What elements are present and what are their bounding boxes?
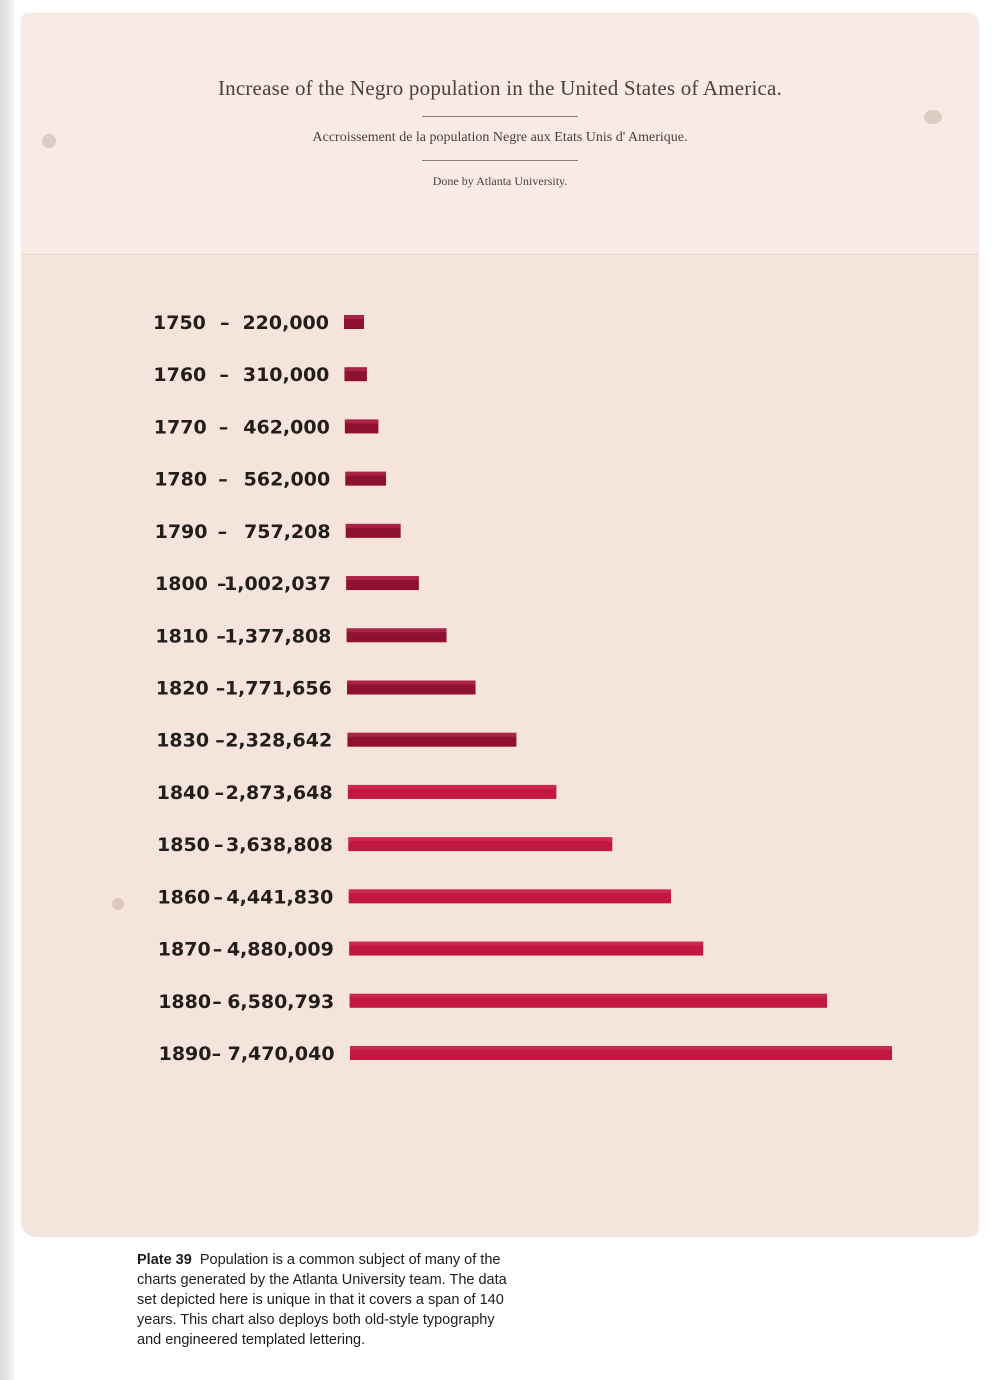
chart-subtitle: Accroissement de la population Negre aux… (312, 130, 688, 145)
title-rule (422, 116, 578, 117)
paper-stain (924, 110, 942, 124)
page-gutter-shadow (0, 0, 14, 1380)
subtitle-rule (422, 160, 578, 161)
chart-sheet: Increase of the Negro population in the … (22, 14, 978, 1236)
chart-title: Increase of the Negro population in the … (217, 76, 783, 100)
paper-stain (42, 134, 56, 148)
paper-stain (112, 898, 124, 910)
caption-text: Population is a common subject of many o… (137, 1252, 507, 1348)
sheet-header (22, 14, 978, 254)
sheet-body (22, 254, 978, 1236)
chart-credit: Done by Atlanta University. (432, 174, 568, 188)
plate-number: Plate 39 (137, 1252, 192, 1268)
plate-caption: Plate 39 Population is a common subject o… (137, 1250, 517, 1350)
